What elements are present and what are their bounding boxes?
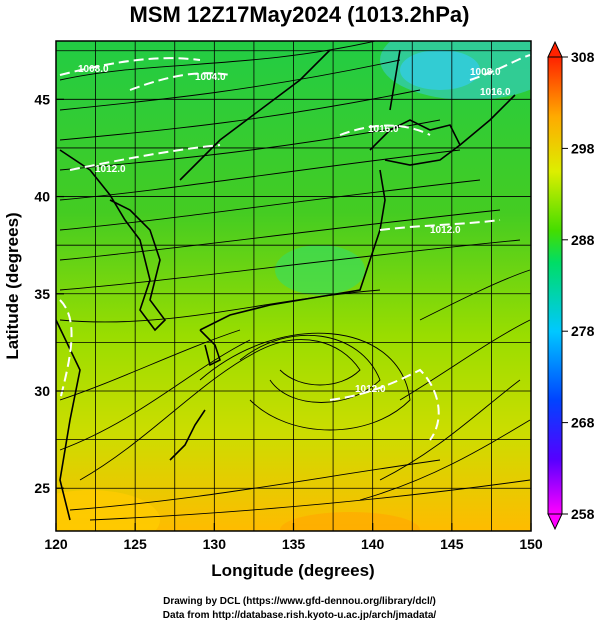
coastlines [56, 49, 516, 521]
streamline [259, 339, 361, 386]
streamline [69, 459, 441, 511]
colorbar: 308 298 288 278 268 258 [547, 40, 595, 531]
isobar-east [469, 54, 531, 81]
contour-label: 1012.0 [95, 164, 126, 175]
credits-data: Data from http://database.rish.kyoto-u.a… [162, 610, 437, 621]
streamline [59, 209, 501, 261]
contour-label: 1012.0 [355, 384, 386, 395]
x-axis-title: Longitude (degrees) [211, 561, 374, 580]
streamline [379, 379, 521, 481]
x-tick-label: 130 [203, 536, 227, 552]
colorbar-tick-label: 308 [571, 49, 595, 65]
isobar-1012 [69, 144, 221, 171]
x-tick-label: 145 [440, 536, 464, 552]
y-tick-label: 35 [34, 286, 50, 302]
coastline-kurils [459, 94, 516, 146]
coastline-kyushu [199, 329, 221, 367]
coastline-hokkaido [369, 119, 462, 166]
isobar-contours [59, 54, 531, 441]
streamline [59, 179, 481, 231]
colorbar-tick-label: 278 [571, 323, 595, 339]
streamline [199, 332, 411, 431]
coastline-ryukyu [169, 409, 206, 461]
streamline [399, 319, 531, 401]
isobar-1004 [129, 72, 231, 91]
contour-labels: 1004.0 1008.0 1012.0 1016.0 1012.0 1016.… [78, 64, 511, 395]
colorbar-tick-label: 268 [571, 415, 595, 431]
isobar-west [59, 299, 73, 401]
streamline [419, 269, 531, 321]
streamline [59, 339, 251, 451]
streamline [59, 119, 441, 171]
streamline [59, 41, 378, 81]
streamline [79, 349, 261, 481]
streamline [59, 89, 421, 141]
colorbar-tick-label: 288 [571, 232, 595, 248]
streamline [59, 59, 401, 111]
colorbar-tick-label: 258 [571, 506, 595, 522]
colorbar-bottom-arrow [547, 513, 563, 531]
y-tick-label: 25 [34, 480, 50, 496]
isobar-1008 [59, 57, 201, 76]
y-tick-label: 30 [34, 383, 50, 399]
colorbar-gradient [547, 56, 563, 515]
map-title: MSM 12Z17May2024 (1013.2hPa) [129, 2, 470, 27]
streamline [59, 239, 521, 291]
contour-label: 1004.0 [195, 72, 226, 83]
contour-label: 1012.0 [430, 225, 461, 236]
contour-label: 1016.0 [480, 87, 511, 98]
contour-label: 1008.0 [470, 67, 501, 78]
streamline [359, 419, 531, 501]
isobar-1012b [329, 368, 440, 441]
streamline [59, 289, 381, 323]
coastline-primorye [179, 49, 331, 181]
streamline [59, 329, 241, 401]
y-tick-label: 40 [34, 189, 50, 205]
x-axis: 120 125 130 135 140 145 150 [44, 523, 543, 552]
coastline-honshu [199, 169, 386, 331]
contour-label: 1008.0 [78, 64, 109, 75]
y-axis-title: Latitude (degrees) [3, 212, 22, 359]
y-tick-label: 45 [34, 91, 50, 107]
x-tick-label: 135 [282, 536, 306, 552]
colorbar-top-arrow [547, 40, 563, 58]
colorbar-tick-label: 298 [571, 140, 595, 156]
isobar-1016b [379, 219, 501, 231]
contour-label: 1016.0 [368, 124, 399, 135]
isobar-1016 [339, 124, 431, 136]
map-grid [56, 41, 531, 531]
coastline-china-south [56, 319, 81, 521]
wind-streamlines [59, 41, 531, 521]
y-axis: 25 30 35 40 45 [34, 91, 64, 496]
x-tick-label: 140 [361, 536, 385, 552]
streamline [239, 334, 381, 403]
streamline [89, 479, 531, 521]
streamline [59, 149, 461, 201]
credits-drawing: Drawing by DCL (https://www.gfd-dennou.o… [163, 596, 436, 607]
x-tick-label: 150 [519, 536, 543, 552]
x-tick-label: 125 [123, 536, 147, 552]
x-tick-label: 120 [44, 536, 68, 552]
